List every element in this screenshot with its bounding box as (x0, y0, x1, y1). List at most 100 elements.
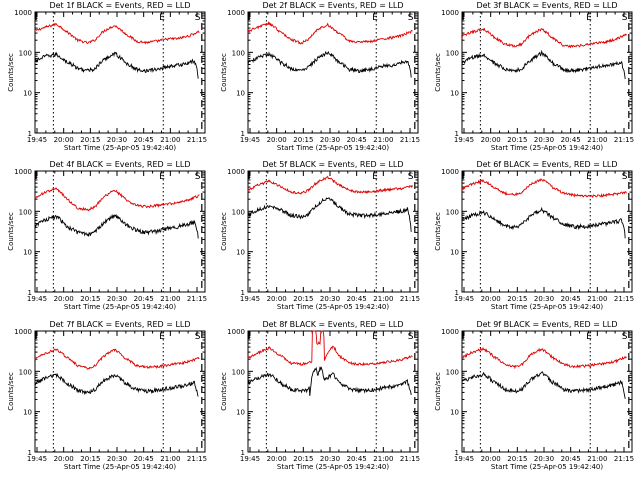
x-tick-label: 19:45 (240, 455, 260, 463)
x-tick-label: 19:45 (454, 295, 474, 303)
series-events-line (34, 51, 199, 79)
y-tick-label: 1 (241, 130, 245, 138)
region-label: E (372, 172, 378, 182)
region-label: S (622, 13, 628, 23)
x-tick-label: 20:15 (507, 455, 527, 463)
x-tick-label: 20:15 (80, 295, 100, 303)
x-tick-label: 19:45 (27, 136, 47, 144)
x-tick-label: 21:15 (614, 136, 634, 144)
x-tick-label: 20:30 (534, 455, 554, 463)
y-axis-label: Counts/sec (220, 53, 228, 92)
x-tick-label: 20:45 (347, 295, 367, 303)
y-tick-label: 10 (23, 409, 32, 417)
y-tick-label: 100 (19, 368, 32, 376)
region-label: S (622, 332, 628, 342)
y-tick-label: 10 (450, 90, 459, 98)
y-tick-label: 10 (450, 409, 459, 417)
y-tick-label: 1000 (441, 328, 459, 336)
plot-frame (461, 11, 633, 134)
x-tick-label: 21:15 (400, 136, 420, 144)
y-tick-label: 1 (455, 289, 459, 297)
x-tick-label: 19:45 (27, 295, 47, 303)
plot-frame (247, 11, 419, 134)
region-label: E (159, 332, 165, 342)
y-tick-label: 1000 (227, 9, 245, 17)
x-axis-label: Start Time (25-Apr-05 19:42:40) (491, 463, 603, 471)
y-tick-label: 100 (446, 49, 459, 57)
region-label: S (408, 13, 414, 23)
y-tick-label: 1 (28, 449, 32, 457)
series-lld-line (461, 346, 627, 370)
y-tick-label: 1000 (441, 168, 459, 176)
x-axis-label: Start Time (25-Apr-05 19:42:40) (64, 303, 176, 311)
region-label: E (372, 332, 378, 342)
plot-frame (247, 170, 419, 293)
y-axis-label: Counts/sec (220, 372, 228, 411)
y-tick-label: 10 (236, 409, 245, 417)
plot-frame (247, 330, 419, 453)
y-tick-label: 1 (241, 449, 245, 457)
x-tick-label: 21:00 (160, 136, 180, 144)
chart-title: Det 7f BLACK = Events, RED = LLD (49, 320, 190, 329)
series-lld-line (34, 187, 200, 212)
y-axis-label: Counts/sec (434, 372, 442, 411)
series-events-line (34, 213, 199, 239)
x-tick-label: 19:45 (240, 136, 260, 144)
chart-panel-3: Det 3f BLACK = Events, RED = LLD 1 10 100 10… (434, 1, 634, 152)
x-tick-label: 20:00 (481, 295, 501, 303)
x-axis-label: Start Time (25-Apr-05 19:42:40) (277, 303, 389, 311)
region-label: E (372, 13, 378, 23)
y-tick-label: 1000 (14, 168, 32, 176)
y-tick-label: 10 (23, 249, 32, 257)
series-events-line (247, 50, 412, 78)
plot-frame (34, 11, 206, 134)
x-tick-label: 21:15 (614, 455, 634, 463)
x-tick-label: 20:00 (54, 295, 74, 303)
chart-title: Det 9f BLACK = Events, RED = LLD (476, 320, 617, 329)
x-tick-label: 20:45 (134, 455, 154, 463)
x-tick-label: 21:00 (160, 455, 180, 463)
y-tick-label: 100 (232, 49, 245, 57)
x-tick-label: 21:00 (587, 455, 607, 463)
y-tick-label: 1000 (14, 328, 32, 336)
x-tick-label: 21:15 (400, 455, 420, 463)
chart-panel-9: Det 9f BLACK = Events, RED = LLD 1 10 100 10… (434, 320, 634, 471)
x-tick-label: 20:45 (134, 136, 154, 144)
x-tick-label: 21:00 (587, 136, 607, 144)
chart-panel-6: Det 6f BLACK = Events, RED = LLD 1 10 100 10… (434, 160, 634, 311)
x-tick-label: 20:00 (54, 455, 74, 463)
chart-panel-2: Det 2f BLACK = Events, RED = LLD 1 10 100 10… (220, 1, 420, 152)
x-tick-label: 20:30 (107, 136, 127, 144)
y-axis-label: Counts/sec (7, 212, 15, 251)
series-events-line (247, 197, 412, 232)
x-axis-label: Start Time (25-Apr-05 19:42:40) (277, 463, 389, 471)
x-axis-label: Start Time (25-Apr-05 19:42:40) (491, 303, 603, 311)
y-tick-label: 1000 (441, 9, 459, 17)
chart-title: Det 6f BLACK = Events, RED = LLD (476, 160, 617, 169)
y-tick-label: 100 (446, 208, 459, 216)
x-tick-label: 20:00 (481, 455, 501, 463)
y-tick-label: 100 (232, 368, 245, 376)
plot-frame (34, 330, 206, 453)
series-events-line (247, 366, 412, 396)
chart-title: Det 5f BLACK = Events, RED = LLD (262, 160, 403, 169)
y-tick-label: 1000 (14, 9, 32, 17)
x-tick-label: 20:30 (320, 455, 340, 463)
x-tick-label: 19:45 (240, 295, 260, 303)
chart-panel-4: Det 4f BLACK = Events, RED = LLD 1 10 100 10… (7, 160, 207, 311)
series-lld-line (461, 27, 627, 49)
y-tick-label: 10 (23, 90, 32, 98)
chart-title: Det 2f BLACK = Events, RED = LLD (262, 1, 403, 10)
series-lld-line (247, 20, 413, 45)
series-lld-line (34, 348, 200, 370)
chart-panel-8: Det 8f BLACK = Events, RED = LLD 1 10 100 10… (220, 320, 420, 471)
x-axis-label: Start Time (25-Apr-05 19:42:40) (277, 144, 389, 152)
x-tick-label: 21:00 (373, 455, 393, 463)
x-tick-label: 20:45 (561, 455, 581, 463)
region-label: S (408, 172, 414, 182)
plot-frame (34, 170, 206, 293)
region-label: S (195, 13, 201, 23)
chart-panel-7: Det 7f BLACK = Events, RED = LLD 1 10 100 10… (7, 320, 207, 471)
x-tick-label: 19:45 (27, 455, 47, 463)
